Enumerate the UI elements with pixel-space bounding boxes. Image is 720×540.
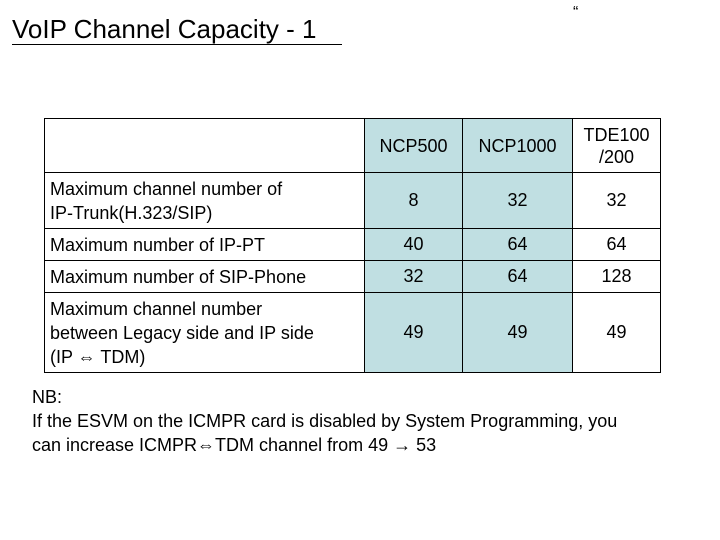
table-cell: 64 <box>462 228 573 261</box>
row-label: Maximum number of SIP-Phone <box>44 260 365 293</box>
column-header-ncp500: NCP500 <box>364 118 463 173</box>
table-cell: 49 <box>572 292 661 373</box>
table-cell: 49 <box>462 292 573 373</box>
column-header-tde100-200: TDE100 /200 <box>572 118 661 173</box>
table-row: Maximum channel number between Legacy si… <box>44 292 661 373</box>
title-underline <box>12 44 342 45</box>
table-cell: 49 <box>364 292 463 373</box>
table-cell: 32 <box>572 172 661 229</box>
row-label: Maximum number of IP-PT <box>44 228 365 261</box>
row-label-text: Maximum channel number of IP-Trunk(H.323… <box>50 178 283 223</box>
note-block: NB: If the ESVM on the ICMPR card is dis… <box>32 385 702 457</box>
table-cell: 32 <box>364 260 463 293</box>
note-heading: NB: <box>32 387 63 407</box>
note-line-2: can increase ICMPR⇔TDM channel from 49 →… <box>32 435 437 455</box>
column-header-ncp1000: NCP1000 <box>462 118 573 173</box>
column-header-tde100-200-text: TDE100 /200 <box>583 124 650 167</box>
quote-mark: “ <box>573 4 579 21</box>
capacity-table: NCP500 NCP1000 TDE100 /200 Maximum chann… <box>44 118 661 373</box>
table-row: Maximum number of IP-PT 40 64 64 <box>44 228 661 261</box>
row-label: Maximum channel number between Legacy si… <box>44 292 365 373</box>
table-cell: 128 <box>572 260 661 293</box>
note-line-1: If the ESVM on the ICMPR card is disable… <box>32 411 618 431</box>
table-row: Maximum number of SIP-Phone 32 64 128 <box>44 260 661 293</box>
table-cell: 8 <box>364 172 463 229</box>
table-cell: 32 <box>462 172 573 229</box>
table-cell: 40 <box>364 228 463 261</box>
table-header-row: NCP500 NCP1000 TDE100 /200 <box>44 118 661 173</box>
row-label: Maximum channel number of IP-Trunk(H.323… <box>44 172 365 229</box>
table-cell: 64 <box>572 228 661 261</box>
row-label-text: Maximum channel number between Legacy si… <box>50 298 314 367</box>
table-row: Maximum channel number of IP-Trunk(H.323… <box>44 172 661 229</box>
slide-title: VoIP Channel Capacity - 1 <box>12 14 317 44</box>
table-corner-cell <box>44 118 365 173</box>
table-cell: 64 <box>462 260 573 293</box>
